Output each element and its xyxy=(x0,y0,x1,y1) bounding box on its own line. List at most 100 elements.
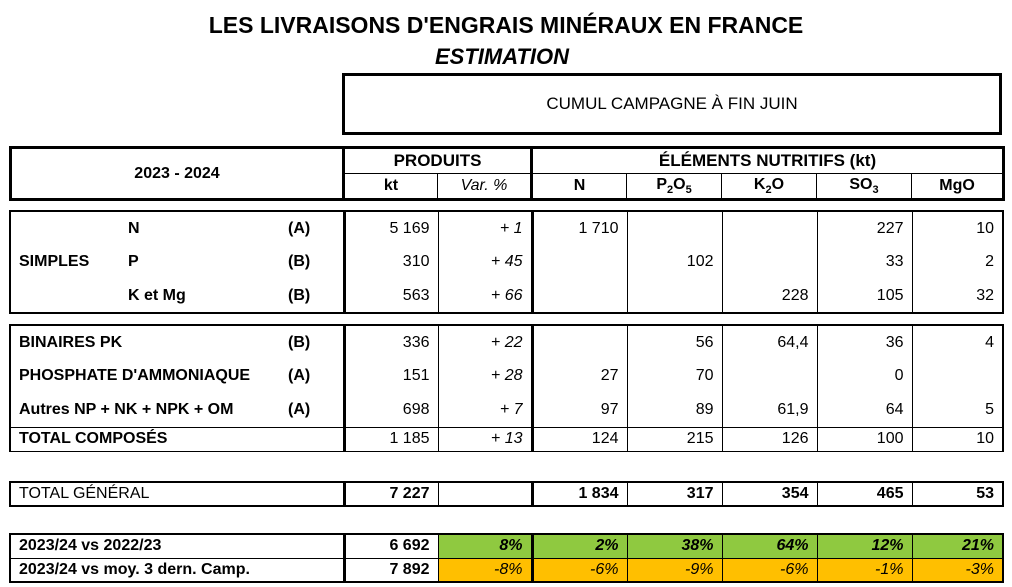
row-name: PHOSPHATE D'AMMONIAQUE xyxy=(19,367,251,384)
table-row: BINAIRES PK (B) 336 + 22 56 64,4 36 4 xyxy=(10,325,1003,359)
cumul-header-box: CUMUL CAMPAGNE À FIN JUIN xyxy=(342,73,1002,135)
cell-kt: 151 xyxy=(344,359,439,393)
cell-k2o xyxy=(722,211,818,245)
p2o5-header: P2O5 xyxy=(626,173,722,200)
total-general-table: TOTAL GÉNÉRAL 7 227 1 834 317 354 465 53 xyxy=(9,481,1004,507)
k2o-header: K2O xyxy=(721,173,817,200)
cell-p2o5: 89 xyxy=(627,393,723,427)
row-code: (B) xyxy=(280,325,346,359)
table-row: Autres NP + NK + NPK + OM (A) 698 + 7 97… xyxy=(10,393,1003,427)
cell-var: + 28 xyxy=(438,359,534,393)
page-title: LES LIVRAISONS D'ENGRAIS MINÉRAUX EN FRA… xyxy=(208,12,804,38)
header-table: 2023 - 2024 PRODUITS ÉLÉMENTS NUTRITIFS … xyxy=(9,146,1006,201)
cell-var: + 66 xyxy=(438,279,534,313)
kt-header: kt xyxy=(343,173,438,200)
cell-mgo: 4 xyxy=(985,333,994,351)
cell-p2o5: -9% xyxy=(627,558,723,582)
row-name: 2023/24 vs 2022/23 xyxy=(10,534,346,558)
row-name: TOTAL COMPOSÉS xyxy=(19,430,168,447)
row-name: K et Mg xyxy=(128,286,186,304)
cell-k2o: 126 xyxy=(722,427,818,451)
row-code: (A) xyxy=(280,393,346,427)
cell-k2o: 64,4 xyxy=(722,325,818,359)
composes-table: BINAIRES PK (B) 336 + 22 56 64,4 36 4 PH… xyxy=(9,324,1004,452)
cell-kt: 563 xyxy=(344,279,439,313)
cell-k2o: 228 xyxy=(722,279,818,313)
cell-var: + 1 xyxy=(438,211,534,245)
cell-p2o5: 215 xyxy=(627,427,723,451)
season-header: 2023 - 2024 xyxy=(10,147,345,200)
cell-kt: 7 892 xyxy=(344,558,439,582)
cell-so3: -1% xyxy=(817,558,913,582)
row-name: P xyxy=(128,253,139,270)
cell-n: 124 xyxy=(532,427,628,451)
cell-n: 2% xyxy=(532,534,628,558)
cell-so3: 227 xyxy=(817,211,913,245)
cell-mgo: 5 xyxy=(985,400,994,418)
so3-header: SO3 xyxy=(816,173,912,200)
cell-p2o5: 70 xyxy=(627,359,723,393)
cell-kt: 6 692 xyxy=(344,534,439,558)
row-name: BINAIRES PK xyxy=(19,333,123,351)
cell-var: 8% xyxy=(438,534,534,558)
var-header: Var. % xyxy=(437,173,533,200)
cell-so3: 0 xyxy=(817,359,913,393)
cell-var: + 13 xyxy=(438,427,534,451)
produits-header: PRODUITS xyxy=(343,147,533,174)
cell-mgo: 2 xyxy=(985,253,994,270)
table-row: K et Mg (B) 563 + 66 228 105 32 xyxy=(10,279,1003,313)
cell-p2o5: 317 xyxy=(627,482,723,506)
n-header: N xyxy=(531,173,627,200)
cell-n xyxy=(532,325,628,359)
cell-n: 97 xyxy=(532,393,628,427)
cell-so3: 465 xyxy=(817,482,913,506)
row-name: TOTAL GÉNÉRAL xyxy=(10,482,346,506)
cell-n xyxy=(532,279,628,313)
simples-table: N (A) 5 169 + 1 1 710 227 10 SIMPLES P (… xyxy=(9,210,1004,314)
cell-p2o5: 102 xyxy=(627,245,723,279)
cell-n xyxy=(532,245,628,279)
cell-mgo xyxy=(912,359,1003,393)
cell-n: 27 xyxy=(532,359,628,393)
comparison-row: 2023/24 vs moy. 3 dern. Camp. 7 892 -8% … xyxy=(10,558,1003,582)
cell-var: -8% xyxy=(438,558,534,582)
cell-var: + 45 xyxy=(438,245,534,279)
cell-k2o: 354 xyxy=(722,482,818,506)
cell-k2o xyxy=(722,245,818,279)
page-subtitle: ESTIMATION xyxy=(435,44,570,69)
cell-k2o: 61,9 xyxy=(722,393,818,427)
cell-mgo: 10 xyxy=(976,430,994,447)
total-composes-row: TOTAL COMPOSÉS 1 185 + 13 124 215 126 10… xyxy=(10,427,1003,451)
group-label: SIMPLES xyxy=(19,253,90,270)
cell-kt: 310 xyxy=(344,245,439,279)
cell-mgo: -3% xyxy=(912,558,1003,582)
cell-so3: 64 xyxy=(817,393,913,427)
table-row: PHOSPHATE D'AMMONIAQUE (A) 151 + 28 27 7… xyxy=(10,359,1003,393)
cell-so3: 105 xyxy=(817,279,913,313)
cell-mgo: 10 xyxy=(976,219,994,237)
mgo-header: MgO xyxy=(939,177,975,194)
cell-p2o5 xyxy=(627,211,723,245)
row-name: 2023/24 vs moy. 3 dern. Camp. xyxy=(10,558,346,582)
row-code: (B) xyxy=(280,245,346,279)
cell-p2o5: 56 xyxy=(627,325,723,359)
cell-kt: 698 xyxy=(344,393,439,427)
row-code: (A) xyxy=(280,359,346,393)
cell-so3: 100 xyxy=(817,427,913,451)
cell-k2o: 64% xyxy=(722,534,818,558)
cell-var xyxy=(438,482,534,506)
row-code: (B) xyxy=(280,279,346,313)
cell-mgo: 53 xyxy=(976,485,994,502)
cell-kt: 1 185 xyxy=(344,427,439,451)
cell-k2o xyxy=(722,359,818,393)
cell-p2o5: 38% xyxy=(627,534,723,558)
cell-so3: 12% xyxy=(817,534,913,558)
total-general-row: TOTAL GÉNÉRAL 7 227 1 834 317 354 465 53 xyxy=(10,482,1003,506)
cell-k2o: -6% xyxy=(722,558,818,582)
cell-kt: 7 227 xyxy=(344,482,439,506)
cell-p2o5 xyxy=(627,279,723,313)
cell-mgo: 32 xyxy=(976,286,994,304)
cell-kt: 5 169 xyxy=(344,211,439,245)
row-code: (A) xyxy=(280,211,346,245)
row-name: N xyxy=(128,219,140,237)
